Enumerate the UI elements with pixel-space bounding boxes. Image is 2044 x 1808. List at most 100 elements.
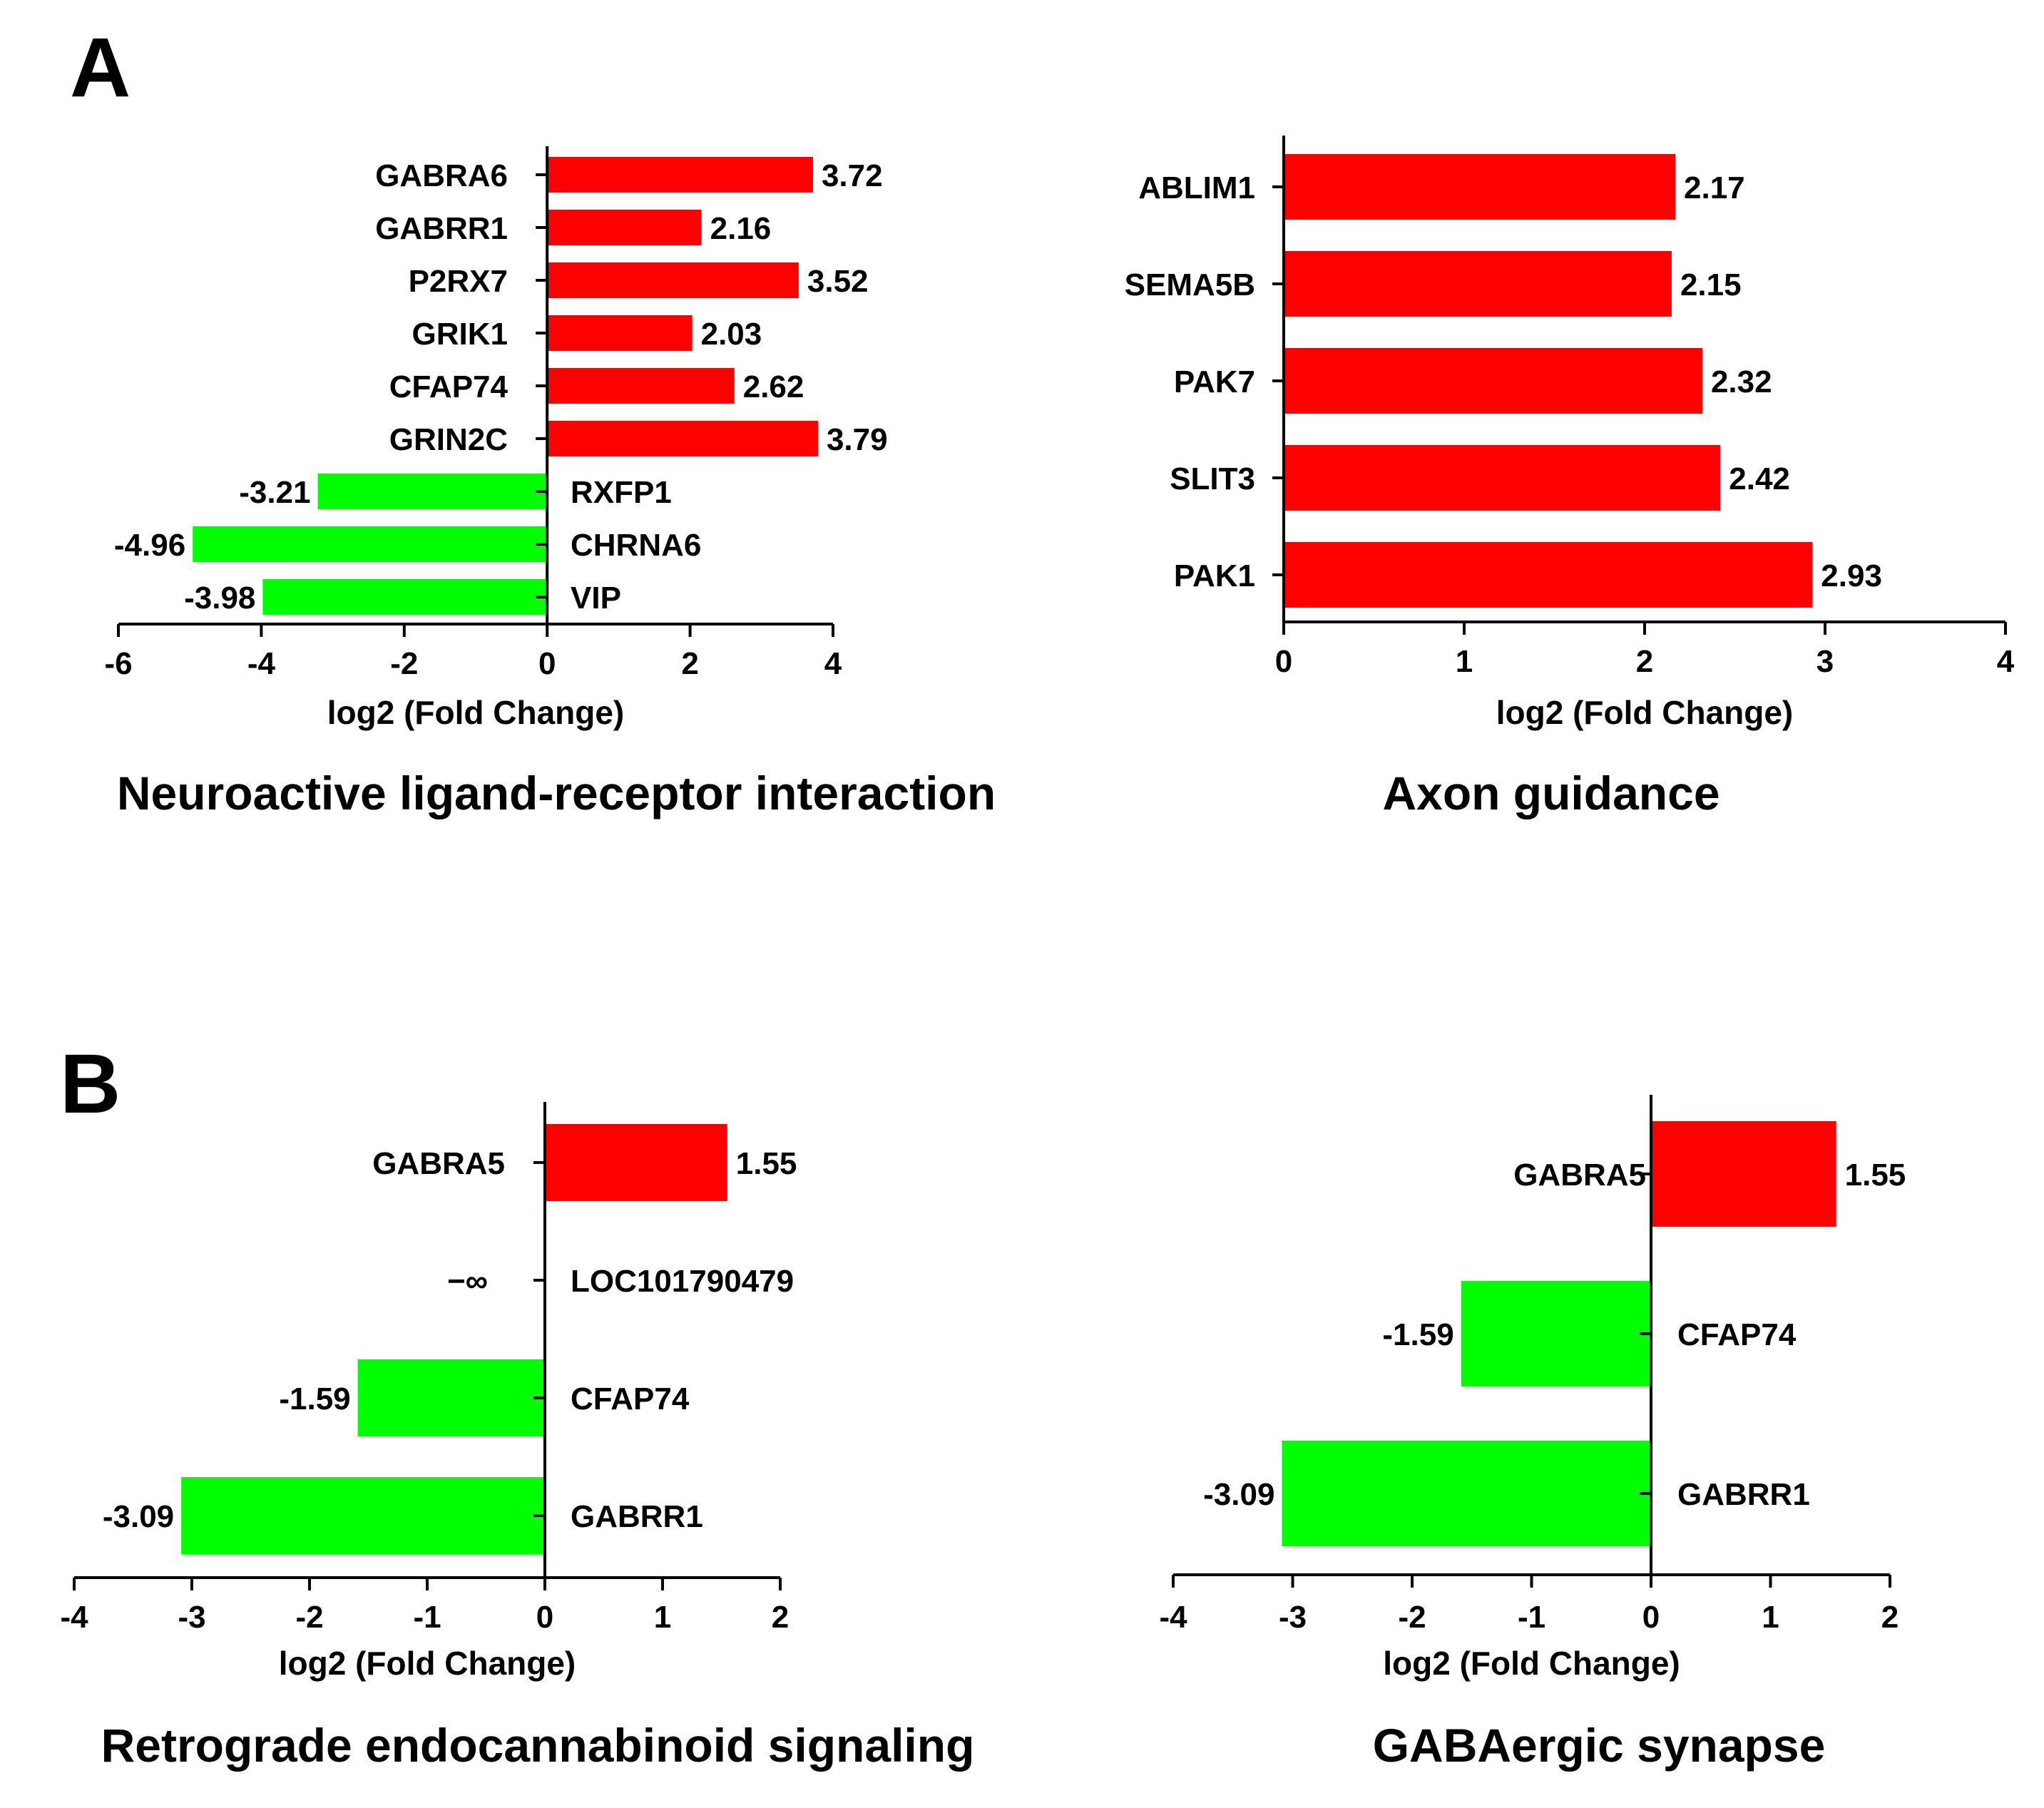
value-label-neuroactive-vip: -3.98 xyxy=(184,581,255,616)
category-label-neuroactive-cfap74: CFAP74 xyxy=(389,369,509,404)
value-label-gabaergic-gabra5: 1.55 xyxy=(1845,1158,1906,1192)
x-tick-label-retrograde-5: 1 xyxy=(654,1600,671,1635)
value-label-retrograde-gabrr1: -3.09 xyxy=(103,1499,174,1534)
x-tick-label-axon-0: 0 xyxy=(1275,644,1292,679)
axon-chart-title: Axon guidance xyxy=(1382,767,1719,819)
bar-retrograde-gabrr1 xyxy=(181,1477,545,1554)
gabaergic-chart-title: GABAergic synapse xyxy=(1373,1719,1826,1772)
value-label-neuroactive-rxfp1: -3.21 xyxy=(239,475,310,510)
x-tick-label-retrograde-4: 0 xyxy=(536,1600,553,1635)
category-label-neuroactive-grik1: GRIK1 xyxy=(412,317,508,352)
category-label-axon-pak1: PAK1 xyxy=(1174,558,1255,593)
x-tick-label-gabaergic-0: -4 xyxy=(1159,1600,1187,1635)
x-tick-label-neuroactive-1: -4 xyxy=(247,646,276,681)
bar-retrograde-cfap74 xyxy=(357,1359,545,1436)
value-label-retrograde-gabra5: 1.55 xyxy=(736,1146,797,1181)
x-tick-label-retrograde-2: -2 xyxy=(295,1600,323,1635)
category-label-neuroactive-grin2c: GRIN2C xyxy=(389,422,508,457)
bar-retrograde-gabra5 xyxy=(545,1124,727,1201)
chart-axon: ABLIM1 2.17 SEMA5B 2.15 PAK7 2.32 SLIT3 2.42 PAK… xyxy=(1125,136,2015,819)
value-label-neuroactive-gabra6: 3.72 xyxy=(822,158,883,193)
x-tick-label-neuroactive-5: 4 xyxy=(824,646,842,681)
value-label-retrograde-loc101790479: −∞ xyxy=(447,1264,488,1299)
category-label-neuroactive-rxfp1: RXFP1 xyxy=(571,475,672,510)
bar-neuroactive-gabrr1 xyxy=(547,210,702,245)
x-tick-label-gabaergic-6: 2 xyxy=(1881,1600,1899,1635)
x-tick-label-axon-1: 1 xyxy=(1456,644,1473,679)
value-label-gabaergic-cfap74: -1.59 xyxy=(1382,1317,1453,1352)
x-tick-label-axon-2: 2 xyxy=(1636,644,1653,679)
chart-gabaergic: GABRA5 1.55 CFAP74 -1.59 GABRR1 -3.09 -4 -3 -2 -1… xyxy=(1159,1095,1906,1772)
value-label-neuroactive-grin2c: 3.79 xyxy=(827,422,888,457)
neuroactive-chart-title: Neuroactive ligand-receptor interaction xyxy=(117,767,996,819)
category-label-retrograde-gabrr1: GABRR1 xyxy=(571,1499,703,1534)
x-tick-label-neuroactive-0: -6 xyxy=(104,646,132,681)
gabaergic-x-axis-label: log2 (Fold Change) xyxy=(1383,1645,1680,1682)
category-label-axon-ablim1: ABLIM1 xyxy=(1138,170,1255,205)
retrograde-chart-title: Retrograde endocannabinoid signaling xyxy=(101,1719,975,1772)
value-label-axon-ablim1: 2.17 xyxy=(1684,170,1745,205)
x-tick-label-neuroactive-3: 0 xyxy=(538,646,556,681)
bar-neuroactive-cfap74 xyxy=(547,368,735,404)
bar-gabaergic-gabra5 xyxy=(1651,1121,1836,1227)
value-label-retrograde-cfap74: -1.59 xyxy=(279,1381,350,1416)
bar-neuroactive-rxfp1 xyxy=(317,474,548,509)
retrograde-x-axis-label: log2 (Fold Change) xyxy=(279,1645,576,1682)
category-label-retrograde-gabra5: GABRA5 xyxy=(372,1146,505,1181)
x-tick-label-axon-3: 3 xyxy=(1816,644,1834,679)
value-label-axon-pak7: 2.32 xyxy=(1711,364,1772,399)
bar-neuroactive-chrna6 xyxy=(193,526,548,562)
chart-retrograde: GABRA5 1.55 LOC101790479 −∞ CFAP74 -1.59 GABRR… xyxy=(60,1102,974,1772)
x-tick-label-gabaergic-4: 0 xyxy=(1642,1600,1660,1635)
chart-neuroactive: GABRA6 3.72 GABRR1 2.16 P2RX7 3.52 GRIK1 2.03 CF… xyxy=(104,146,996,819)
x-tick-label-retrograde-1: -3 xyxy=(178,1600,205,1635)
category-label-neuroactive-gabra6: GABRA6 xyxy=(375,158,508,193)
value-label-gabaergic-gabrr1: -3.09 xyxy=(1203,1477,1274,1512)
bar-axon-pak1 xyxy=(1284,542,1813,608)
bar-gabaergic-cfap74 xyxy=(1461,1281,1651,1386)
x-tick-label-gabaergic-5: 1 xyxy=(1762,1600,1779,1635)
x-tick-label-neuroactive-4: 2 xyxy=(681,646,698,681)
x-tick-label-gabaergic-2: -2 xyxy=(1398,1600,1426,1635)
bar-neuroactive-grin2c xyxy=(547,421,818,456)
bar-axon-sema5b xyxy=(1284,251,1672,317)
bar-neuroactive-vip xyxy=(262,579,548,615)
value-label-neuroactive-chrna6: -4.96 xyxy=(114,528,185,563)
x-tick-label-retrograde-6: 2 xyxy=(772,1600,789,1635)
x-tick-label-gabaergic-3: -1 xyxy=(1518,1600,1545,1635)
category-label-neuroactive-chrna6: CHRNA6 xyxy=(571,528,701,563)
bar-axon-pak7 xyxy=(1284,348,1702,414)
category-label-gabaergic-cfap74: CFAP74 xyxy=(1677,1317,1797,1352)
category-label-neuroactive-p2rx7: P2RX7 xyxy=(409,264,508,299)
panel-label-b: B xyxy=(60,1037,121,1131)
category-label-gabaergic-gabrr1: GABRR1 xyxy=(1677,1477,1810,1512)
bar-neuroactive-p2rx7 xyxy=(547,262,799,298)
neuroactive-x-axis-label: log2 (Fold Change) xyxy=(327,694,625,731)
x-tick-label-retrograde-0: -4 xyxy=(60,1600,88,1635)
axon-x-axis-label: log2 (Fold Change) xyxy=(1496,694,1794,731)
category-label-gabaergic-gabra5: GABRA5 xyxy=(1513,1158,1646,1192)
value-label-neuroactive-cfap74: 2.62 xyxy=(743,369,804,404)
bar-axon-slit3 xyxy=(1284,445,1721,511)
x-tick-label-retrograde-3: -1 xyxy=(413,1600,441,1635)
value-label-axon-sema5b: 2.15 xyxy=(1680,267,1742,302)
category-label-neuroactive-gabrr1: GABRR1 xyxy=(375,211,508,246)
bar-axon-ablim1 xyxy=(1284,154,1676,220)
x-tick-label-neuroactive-2: -2 xyxy=(390,646,418,681)
bar-neuroactive-gabra6 xyxy=(547,157,813,193)
panel-label-a: A xyxy=(70,21,131,115)
category-label-retrograde-loc101790479: LOC101790479 xyxy=(571,1264,794,1299)
bar-gabaergic-gabrr1 xyxy=(1282,1441,1651,1546)
value-label-neuroactive-grik1: 2.03 xyxy=(701,317,762,352)
value-label-axon-pak1: 2.93 xyxy=(1821,558,1882,593)
category-label-axon-slit3: SLIT3 xyxy=(1170,461,1255,496)
category-label-neuroactive-vip: VIP xyxy=(571,581,621,616)
value-label-neuroactive-gabrr1: 2.16 xyxy=(710,211,772,246)
x-tick-label-axon-4: 4 xyxy=(1997,644,2015,679)
x-tick-label-gabaergic-1: -3 xyxy=(1279,1600,1307,1635)
category-label-axon-pak7: PAK7 xyxy=(1174,364,1255,399)
value-label-neuroactive-p2rx7: 3.52 xyxy=(807,264,869,299)
category-label-retrograde-cfap74: CFAP74 xyxy=(571,1381,690,1416)
category-label-axon-sema5b: SEMA5B xyxy=(1125,267,1255,302)
